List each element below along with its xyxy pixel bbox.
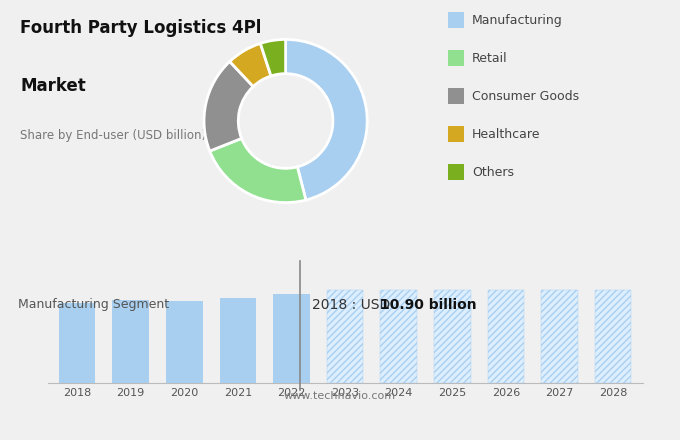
Bar	[448, 126, 464, 142]
Text: Fourth Party Logistics 4Pl: Fourth Party Logistics 4Pl	[20, 19, 262, 37]
Text: 2018 : USD: 2018 : USD	[312, 298, 394, 312]
Wedge shape	[204, 62, 253, 151]
Text: Manufacturing: Manufacturing	[472, 14, 563, 26]
Bar	[448, 88, 464, 104]
Text: Market: Market	[20, 77, 86, 95]
Wedge shape	[260, 40, 286, 76]
Bar	[434, 290, 471, 383]
Text: Healthcare: Healthcare	[472, 128, 541, 140]
Text: Retail: Retail	[472, 51, 508, 65]
Bar	[327, 290, 363, 383]
Bar	[448, 164, 464, 180]
Wedge shape	[286, 40, 367, 200]
Text: Consumer Goods: Consumer Goods	[472, 89, 579, 103]
Text: Manufacturing Segment: Manufacturing Segment	[18, 298, 169, 311]
Bar	[381, 290, 417, 383]
Wedge shape	[230, 44, 271, 87]
Bar	[488, 290, 524, 383]
Bar	[59, 303, 95, 383]
Text: Others: Others	[472, 165, 514, 179]
Text: Share by End-user (USD billion): Share by End-user (USD billion)	[20, 129, 207, 143]
Text: www.technavio.com: www.technavio.com	[284, 391, 396, 401]
Bar	[595, 290, 631, 383]
Bar	[220, 298, 256, 383]
Bar	[273, 294, 309, 383]
Bar	[541, 290, 578, 383]
Bar	[448, 12, 464, 28]
Bar	[448, 50, 464, 66]
Wedge shape	[209, 139, 306, 202]
Text: 10.90 billion: 10.90 billion	[380, 298, 477, 312]
Bar	[166, 301, 203, 383]
Bar	[112, 300, 149, 383]
